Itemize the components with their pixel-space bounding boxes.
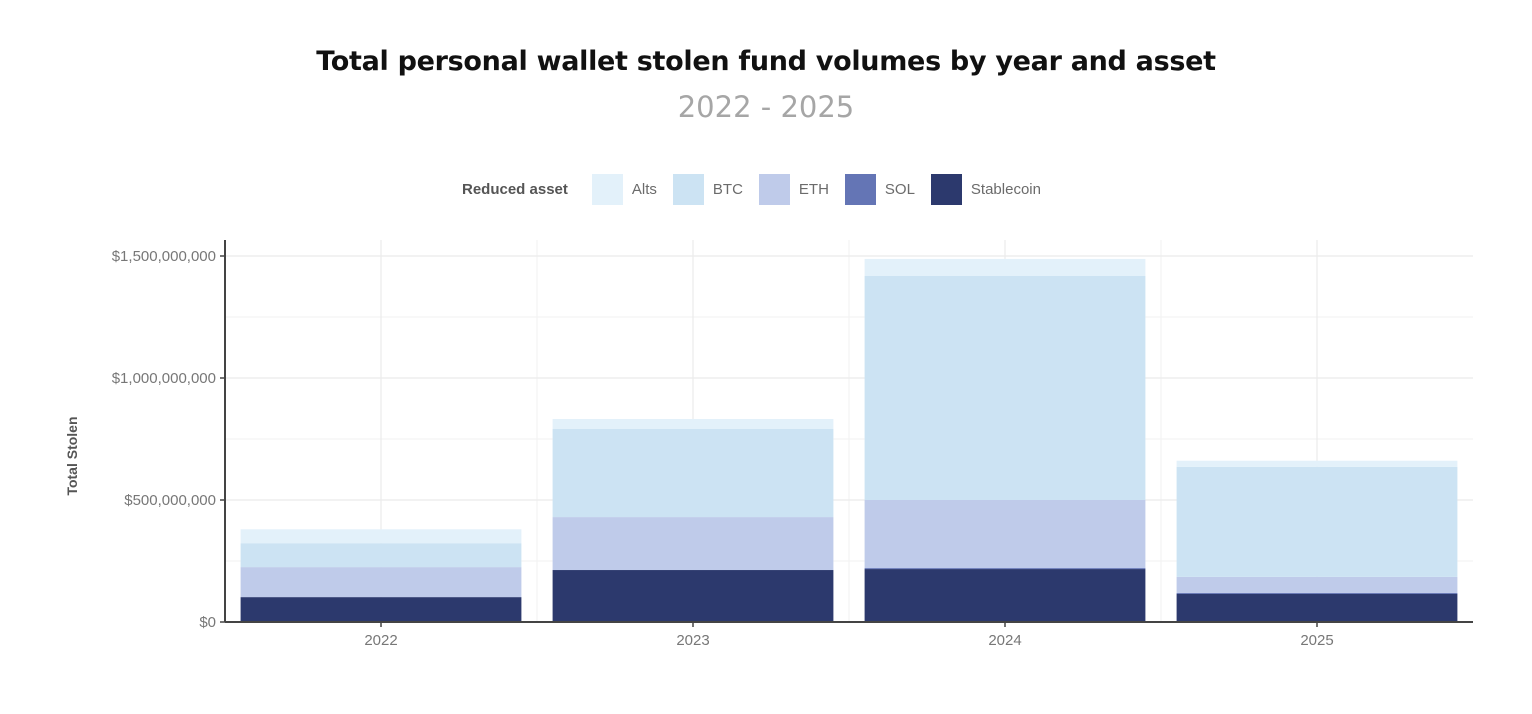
legend-label-eth: ETH — [798, 180, 829, 198]
bar-segment-stablecoin — [240, 597, 522, 622]
legend-label-sol: SOL — [884, 180, 915, 198]
bar-segment-stablecoin — [864, 569, 1146, 622]
legend-label-alts: Alts — [631, 180, 657, 198]
bar-segment-btc — [240, 543, 522, 568]
bar-segment-alts — [864, 258, 1146, 277]
chart-title: Total personal wallet stolen fund volume… — [316, 46, 1216, 77]
y-tick-label: $0 — [199, 614, 216, 631]
bar-segment-sol — [864, 568, 1146, 570]
legend-swatch-stablecoin — [930, 173, 962, 205]
bar-segment-eth — [552, 517, 834, 571]
legend-swatch-btc — [672, 173, 704, 205]
y-tick-label: $1,000,000,000 — [112, 370, 216, 387]
bar-segment-btc — [864, 276, 1146, 500]
legend-swatch-alts — [591, 173, 623, 205]
bar-segment-eth — [864, 500, 1146, 569]
bar-segment-alts — [1176, 460, 1458, 467]
legend: Reduced asset Alts BTC ETH SOL Stablecoi… — [462, 172, 1057, 206]
x-tick-label: 2025 — [1300, 632, 1333, 649]
y-tick-label: $1,500,000,000 — [112, 248, 216, 265]
legend-label-btc: BTC — [712, 180, 743, 198]
bar-segment-eth — [240, 567, 522, 598]
legend-swatch-sol — [844, 173, 876, 205]
x-tick-label: 2023 — [676, 632, 709, 649]
bar-segment-eth — [1176, 576, 1458, 593]
legend-title: Reduced asset — [462, 180, 568, 198]
legend-label-stablecoin: Stablecoin — [970, 180, 1041, 198]
x-tick-label: 2024 — [988, 632, 1021, 649]
chart-subtitle: 2022 - 2025 — [677, 90, 855, 124]
bar-segment-btc — [552, 428, 834, 518]
legend-swatch-eth — [758, 173, 790, 205]
x-tick-label: 2022 — [364, 632, 397, 649]
bar-segment-btc — [1176, 466, 1458, 577]
bar-segment-alts — [240, 529, 522, 544]
bar-segment-stablecoin — [552, 570, 834, 622]
y-tick-label: $500,000,000 — [124, 492, 216, 509]
bar-segment-alts — [552, 418, 834, 429]
bar-segment-stablecoin — [1176, 593, 1458, 622]
bar-segment-sol — [1176, 592, 1458, 594]
